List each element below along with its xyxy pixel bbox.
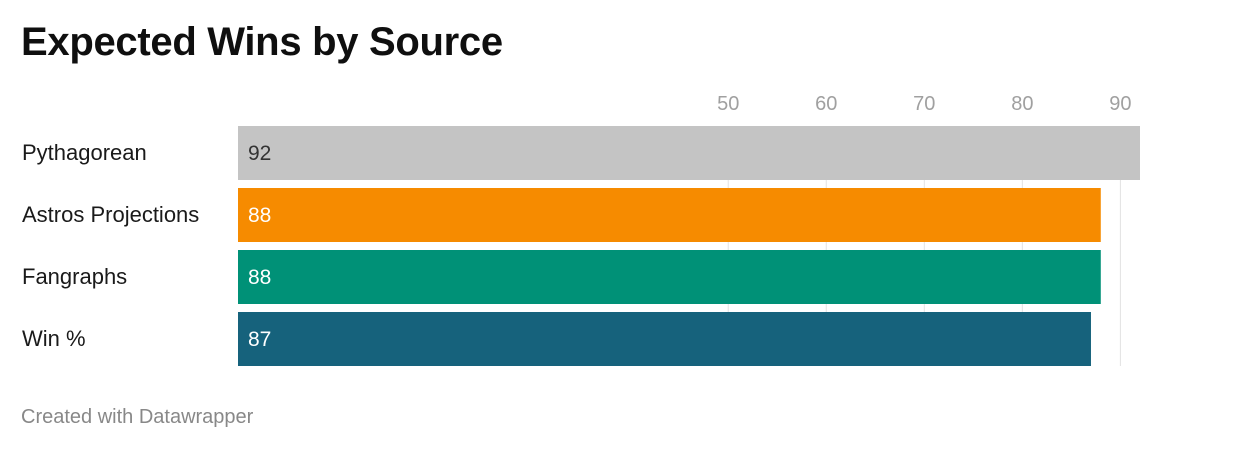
- category-label: Fangraphs: [22, 264, 127, 289]
- bars: 92 88 88 87: [238, 126, 1140, 366]
- category-labels: Pythagorean Astros Projections Fangraphs Wi…: [22, 140, 199, 351]
- x-axis-ticks: 50 60 70 80 90: [717, 93, 1131, 115]
- x-tick-label: 80: [1011, 93, 1033, 115]
- bar-value-label: 92: [248, 142, 271, 165]
- footer-credit: Created with Datawrapper: [21, 406, 254, 428]
- category-label: Win %: [22, 326, 86, 351]
- bar-value-label: 87: [248, 328, 271, 351]
- bar-fangraphs: [238, 250, 1101, 304]
- bar-astros-projections: [238, 188, 1101, 242]
- chart-title: Expected Wins by Source: [21, 20, 503, 64]
- x-tick-label: 60: [815, 93, 837, 115]
- x-tick-label: 70: [913, 93, 935, 115]
- category-label: Astros Projections: [22, 202, 199, 227]
- x-tick-label: 90: [1109, 93, 1131, 115]
- bar-pythagorean: [238, 126, 1140, 180]
- bar-value-label: 88: [248, 204, 271, 227]
- bar-value-label: 88: [248, 266, 271, 289]
- x-tick-label: 50: [717, 93, 739, 115]
- category-label: Pythagorean: [22, 140, 147, 165]
- bar-win: [238, 312, 1091, 366]
